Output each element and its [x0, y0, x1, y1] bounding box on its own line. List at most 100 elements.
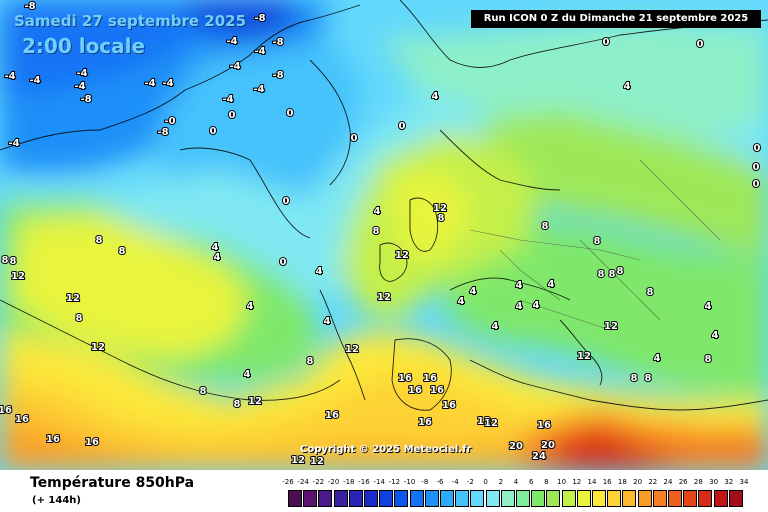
scale-tick-label: -18 — [343, 478, 355, 486]
scale-swatch — [333, 490, 348, 507]
scale-tick-label: 28 — [693, 478, 703, 486]
isotherm-value-label: 12 — [345, 344, 359, 355]
scale-tick-label: 16 — [602, 478, 612, 486]
scale-tick-label: 10 — [557, 478, 567, 486]
forecast-date: Samedi 27 septembre 2025 — [14, 12, 247, 30]
isotherm-value-label: 4 — [654, 353, 661, 364]
isotherm-value-label: 0 — [351, 133, 358, 144]
isotherm-value-label: 8 — [234, 399, 241, 410]
scale-tick-label: 26 — [678, 478, 688, 486]
isotherm-value-label: 12 — [433, 203, 447, 214]
isotherm-value-label: -4 — [254, 46, 265, 57]
isotherm-value-label: 0 — [754, 143, 761, 154]
scale-tick-label: 20 — [633, 478, 643, 486]
isotherm-value-label: 12 — [395, 250, 409, 261]
isotherm-value-label: 12 — [11, 271, 25, 282]
isotherm-value-label: 16 — [408, 385, 422, 396]
isotherm-value-label: -4 — [29, 75, 40, 86]
isotherm-value-label: 4 — [244, 369, 251, 380]
variable-title: Température 850hPa — [30, 475, 195, 491]
scale-tick-label: -2 — [466, 478, 474, 486]
isotherm-value-label: 8 — [96, 235, 103, 246]
isotherm-value-label: 16 — [0, 405, 12, 416]
isotherm-value-label: -8 — [80, 94, 91, 105]
isotherm-value-label: 0 — [603, 37, 610, 48]
isotherm-value-label: 0 — [753, 179, 760, 190]
scale-swatch — [668, 490, 682, 507]
scale-tick-label: -10 — [403, 478, 416, 486]
scale-tick-label: -6 — [436, 478, 444, 486]
scale-swatch — [592, 490, 606, 507]
scale-swatch — [561, 490, 576, 507]
scale-swatch — [364, 490, 378, 507]
isotherm-value-label: -4 — [253, 84, 264, 95]
isotherm-value-label: 8 — [2, 255, 9, 266]
isotherm-value-label: 16 — [85, 437, 99, 448]
isotherm-value-label: 4 — [374, 206, 381, 217]
isotherm-value-label: 0 — [283, 196, 290, 207]
scale-swatch — [546, 490, 561, 507]
isotherm-value-label: 12 — [310, 456, 324, 467]
scale-tick-label: 12 — [572, 478, 582, 486]
isotherm-value-label: 12 — [377, 292, 391, 303]
isotherm-value-label: 8 — [373, 226, 380, 237]
isotherm-value-label: 16 — [15, 414, 29, 425]
scale-swatch — [409, 490, 424, 507]
isotherm-value-label: 12 — [484, 418, 498, 429]
scale-swatch — [440, 490, 454, 507]
isotherm-value-label: -4 — [229, 61, 240, 72]
scale-tick-label: 30 — [709, 478, 719, 486]
isotherm-value-label: 16 — [423, 373, 437, 384]
isotherm-value-label: 4 — [212, 242, 219, 253]
isotherm-value-label: 8 — [200, 386, 207, 397]
isotherm-value-label: -8 — [272, 70, 283, 81]
scale-swatch — [485, 490, 500, 507]
isotherm-value-label: -8 — [272, 37, 283, 48]
isotherm-value-label: 8 — [631, 373, 638, 384]
isotherm-value-label: 8 — [10, 256, 17, 267]
isotherm-value-label: 8 — [119, 246, 126, 257]
isotherm-value-label: -8 — [254, 13, 265, 24]
isotherm-value-label: -4 — [74, 81, 85, 92]
isotherm-value-label: 8 — [307, 356, 314, 367]
isotherm-value-label: 4 — [247, 301, 254, 312]
isotherm-value-label: 8 — [645, 373, 652, 384]
isotherm-value-label: 8 — [438, 213, 445, 224]
isotherm-value-label: 12 — [577, 351, 591, 362]
isotherm-value-label: -4 — [144, 78, 155, 89]
isotherm-value-label: 8 — [598, 269, 605, 280]
isotherm-value-label: 4 — [712, 330, 719, 341]
isotherm-value-label: 0 — [399, 121, 406, 132]
isotherm-value-label: 4 — [624, 81, 631, 92]
scale-tick-label: -12 — [388, 478, 401, 486]
scale-tick-label: 6 — [528, 478, 534, 486]
isotherm-value-label: 20 — [509, 441, 523, 452]
isotherm-value-label: 4 — [705, 301, 712, 312]
isotherm-value-label: -4 — [76, 68, 87, 79]
scale-tick-label: 24 — [663, 478, 673, 486]
color-scale: -26 -24 -22 -20 -18 -16 -14 -12 -10 -8 -6 -4 -2 0 2 4 6 8… — [280, 478, 750, 510]
legend-footer: Température 850hPa (+ 144h) -26 -24 -22 -20… — [0, 470, 768, 512]
isotherm-value-label: 4 — [214, 252, 221, 263]
scale-swatch — [455, 490, 470, 507]
scale-swatch — [637, 490, 652, 507]
isotherm-value-label: 0 — [287, 108, 294, 119]
isotherm-value-label: 16 — [418, 417, 432, 428]
scale-swatch — [516, 490, 530, 507]
isotherm-value-label: 12 — [66, 293, 80, 304]
isotherm-value-label: 4 — [470, 286, 477, 297]
forecast-time: 2:00 locale — [22, 34, 146, 58]
temperature-map: -8 -8 -4 -4 -4 -4 -8 -4 -4 -4 -8 -4 -4 -4 -4 -8 -0 -8 -4 0 0… — [0, 0, 768, 470]
isotherm-value-label: 0 — [697, 39, 704, 50]
scale-swatch — [348, 490, 363, 507]
copyright-notice: Copyright © 2025 Meteociel.fr — [300, 444, 472, 455]
isotherm-value-label: 16 — [442, 400, 456, 411]
isotherm-value-label: 12 — [477, 416, 491, 427]
scale-swatch — [576, 490, 591, 507]
isotherm-value-label: 8 — [542, 221, 549, 232]
model-run-label: Run ICON 0 Z du Dimanche 21 septembre 20… — [471, 10, 761, 28]
scale-tick-label: 32 — [724, 478, 734, 486]
isotherm-value-label: -0 — [164, 116, 175, 127]
scale-swatch — [394, 490, 409, 507]
